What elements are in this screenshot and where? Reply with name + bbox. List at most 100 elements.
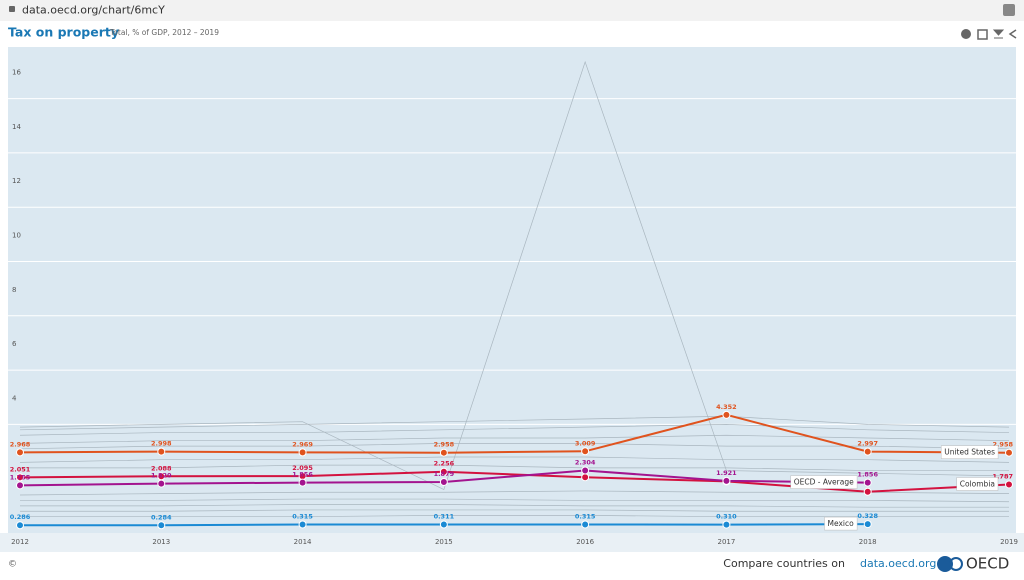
value-label: 2.088 (151, 464, 172, 472)
y-tick-label: 12 (12, 177, 21, 185)
data-point (863, 487, 872, 496)
value-label: 2.958 (992, 441, 1013, 449)
series-label-box (824, 516, 858, 531)
data-point (439, 520, 448, 529)
data-point (863, 478, 872, 487)
x-tick-label: 2016 (576, 538, 594, 546)
series-label: United States (944, 448, 995, 457)
value-label: 2.997 (857, 440, 878, 448)
y-tick-label: 6 (12, 340, 17, 348)
other-country-line (20, 464, 1009, 471)
value-label: 2.304 (575, 458, 596, 466)
value-label: 1.820 (151, 472, 172, 480)
data-point (722, 410, 731, 419)
data-point (298, 520, 307, 529)
x-tick-label: 2018 (859, 538, 877, 546)
oecd-logo-text: OECD (966, 555, 1009, 573)
data-point (581, 473, 590, 482)
info-icon[interactable] (961, 29, 971, 39)
data-point (298, 448, 307, 457)
header (0, 21, 1024, 46)
other-country-line (20, 498, 1010, 503)
value-label: 1.755 (10, 473, 31, 481)
expand-icon[interactable] (977, 29, 988, 40)
data-point (16, 473, 24, 482)
data-point (722, 476, 731, 485)
value-label: 0.328 (857, 512, 878, 520)
value-label: 1.856 (292, 471, 313, 479)
url[interactable]: data.oecd.org/chart/6mcY (22, 4, 165, 17)
x-tick-label: 2019 (1000, 538, 1018, 546)
x-axis-area (0, 533, 1024, 552)
value-label: 1.879 (434, 470, 455, 478)
value-label: 0.310 (716, 513, 737, 521)
y-tick-label: 10 (12, 231, 21, 239)
data-point (16, 521, 24, 530)
series-line (19, 470, 1010, 493)
y-tick-label: 8 (12, 286, 16, 294)
other-country-line (19, 434, 1010, 444)
value-label: 0.284 (151, 513, 172, 521)
value-label: 0.286 (10, 513, 31, 521)
address-bar (0, 0, 1024, 21)
x-tick-label: 2015 (435, 538, 453, 546)
x-tick-label: 2014 (294, 538, 312, 546)
other-country-line (20, 504, 1009, 508)
plot: 4 6 8 10 12 14 16 2012 2013 2014 2015 2016 2017 2018 2… (8, 60, 1018, 546)
other-country-line (20, 515, 1009, 518)
copyright: © (8, 560, 17, 570)
value-label: 4.352 (716, 403, 737, 411)
other-country-line (19, 415, 1010, 431)
other-country-line (20, 509, 1009, 512)
x-tick-label: 2013 (152, 538, 170, 546)
translate-icon[interactable] (1003, 4, 1015, 16)
download-icon[interactable] (992, 29, 1005, 39)
series-label-box (790, 475, 858, 489)
other-country-line (19, 60, 1010, 491)
compare-text: Compare countries on (723, 557, 845, 570)
value-label: 1.856 (857, 471, 878, 479)
y-tick-label: 4 (12, 394, 17, 402)
x-tick-label: 2012 (11, 538, 29, 546)
value-label: 0.311 (434, 513, 455, 521)
chart-subtitle: Total, % of GDP, 2012 – 2019 (109, 28, 219, 37)
value-label: 2.968 (10, 440, 31, 448)
oecd-globe (937, 556, 953, 572)
data-point (16, 481, 24, 490)
y-tick-label: 16 (12, 69, 21, 77)
value-label: 2.256 (434, 460, 455, 468)
data-point (581, 466, 590, 475)
data-point (439, 477, 448, 486)
y-tick-label: 14 (12, 123, 21, 131)
compare-link[interactable]: data.oecd.org (860, 557, 936, 570)
data-point (16, 448, 24, 457)
value-label: 2.051 (10, 465, 31, 473)
data-point (581, 520, 590, 529)
value-label: 2.958 (434, 441, 455, 449)
data-point (1005, 448, 1013, 457)
data-point (439, 448, 448, 457)
x-tick-label: 2017 (718, 538, 736, 546)
value-label: 3.009 (575, 439, 596, 447)
data-point (863, 520, 872, 529)
series-label-box (940, 445, 999, 459)
series-label: Mexico (828, 519, 855, 528)
other-country-line (19, 490, 1010, 496)
series-label-box (956, 477, 999, 491)
data-point (722, 520, 731, 529)
value-label: 1.787 (992, 472, 1013, 480)
data-point (581, 447, 590, 456)
share-icon[interactable] (1008, 29, 1017, 39)
series-label: Colombia (960, 479, 995, 488)
series-line (19, 413, 1010, 454)
value-label: 1.921 (716, 469, 737, 477)
value-label: 2.998 (151, 440, 172, 448)
data-point (157, 521, 166, 530)
value-label: 0.315 (575, 512, 596, 520)
value-label: 0.315 (292, 512, 313, 520)
data-point (1005, 480, 1013, 489)
chart-title: Tax on property (8, 25, 119, 40)
data-point (298, 478, 307, 487)
data-point (439, 467, 448, 476)
